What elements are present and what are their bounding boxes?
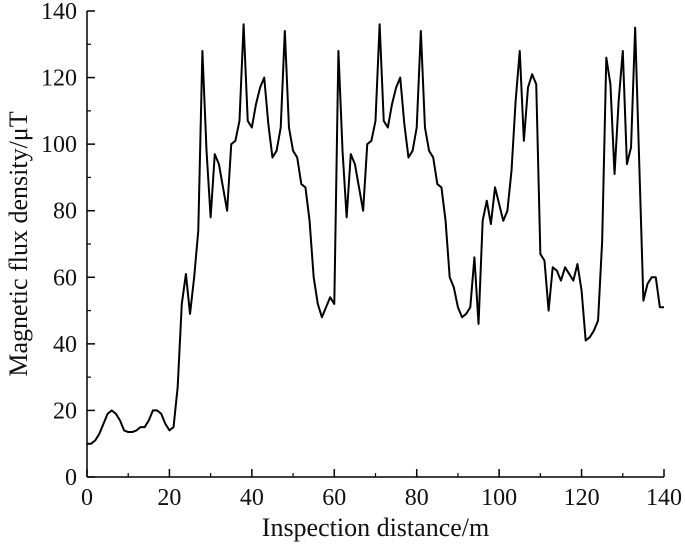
y-tick-label: 140 [41,0,77,25]
x-tick-label: 40 [240,485,264,511]
y-tick-label: 120 [41,66,77,92]
y-tick-label: 100 [41,132,77,158]
y-tick-label: 40 [53,332,77,358]
x-axis-label: Inspection distance/m [262,513,489,542]
x-tick-label: 120 [564,485,600,511]
data-series-line [87,23,664,445]
y-tick-label: 20 [53,398,77,424]
y-tick-label: 60 [53,265,77,291]
y-tick-label: 80 [53,199,77,225]
series-layer [87,23,664,445]
x-tick-label: 20 [157,485,181,511]
x-tick-label: 60 [322,485,346,511]
axis-labels: Inspection distance/m Magnetic flux dens… [4,111,489,542]
y-axis-label: Magnetic flux density/μT [4,111,33,376]
y-tick-label: 0 [65,465,77,491]
ticks: 0 20 40 60 80 100 120 140 0 20 40 60 80 100 120 140 [41,0,682,511]
x-tick-label: 100 [481,485,517,511]
x-tick-label: 140 [646,485,682,511]
x-tick-label: 0 [81,485,93,511]
axes [86,11,664,478]
x-tick-label: 80 [405,485,429,511]
